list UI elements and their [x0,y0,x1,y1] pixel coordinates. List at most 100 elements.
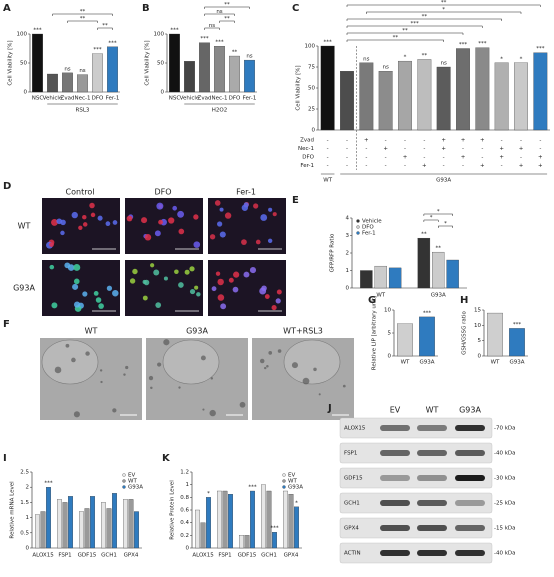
organelle [148,375,154,381]
panel-letter: G [368,295,376,306]
organelle [202,408,205,411]
protein-label: GDF15 [344,476,363,482]
cell [249,267,257,274]
y-tick-label: 0.6 [180,508,189,514]
comparison-bracket [97,27,113,30]
y-tick-label: 0.5 [20,530,29,536]
cell [97,215,103,221]
panel-letter: F [3,319,10,330]
y-tick-label: 5 [388,331,392,337]
band [455,525,485,531]
condition-sign: - [443,163,445,169]
y-axis-label: Relative LIP [arbitrary unit] [372,296,378,370]
x-tick-label: GDF15 [78,553,97,559]
blot-strip [339,417,493,439]
organelle [54,366,62,374]
condition-sign: - [539,146,541,152]
y-axis-label: Relative Protein Level [170,480,176,540]
condition-sign: - [423,146,425,152]
significance: *** [478,41,487,47]
bar [432,251,445,289]
band [417,475,447,481]
significance: ** [422,53,428,59]
condition-sign: - [385,138,387,144]
condition-sign: - [501,163,503,169]
organelle [123,373,126,376]
bar [533,52,548,131]
significance: * [207,491,210,497]
y-axis-label: Cell Viability [%] [8,40,14,85]
cell [72,283,79,290]
bar [436,66,451,131]
blot-strip [339,517,493,539]
cell [51,302,58,309]
size-label: -40 kDa [494,551,516,557]
condition-sign: - [346,155,348,161]
x-tick-label: Zvad [61,96,75,102]
y-tick-label: 2 [26,485,30,491]
y-tick-label: 1.5 [20,500,29,506]
bar [250,490,255,549]
bar [261,484,266,549]
nucleus [41,339,99,385]
bar [514,62,528,131]
nucleus [162,339,220,385]
bar [340,71,354,131]
y-tick-label: 3 [346,233,350,239]
comparison-label: ** [102,23,108,29]
cell [189,266,195,272]
significance: ns [79,68,85,74]
significance: *** [170,28,179,34]
protein-label: FSP1 [344,451,357,457]
cell [228,277,234,283]
band [380,450,410,456]
bar [195,509,200,549]
panel-letter: E [292,195,299,206]
cell [184,269,190,275]
y-tick-label: 2 [346,251,350,257]
lane-label: WT [426,406,439,415]
bar [57,499,62,549]
cell [219,231,226,238]
bar [283,490,288,549]
bar [112,493,117,549]
group-label: G93A [436,178,451,184]
bar [288,494,294,549]
comparison-label: * [444,221,447,227]
legend-marker [122,479,126,483]
cell [189,288,196,295]
cell [73,264,81,271]
organelle [100,380,103,384]
column-header: WT+RSL3 [283,327,323,336]
cell [132,268,138,275]
band [380,475,410,481]
organelle [266,365,269,368]
bar [359,62,374,131]
legend-marker [282,485,286,489]
lane-label: EV [390,406,401,415]
cell [224,212,232,219]
significance: ** [232,50,238,56]
y-tick-label: 100 [305,44,316,50]
cell [217,278,224,286]
size-label: -15 kDa [494,526,516,532]
group-label: H2O2 [212,108,227,114]
organelle [302,377,310,385]
cell [49,242,54,247]
bar [397,323,413,357]
x-tick-label: WT [491,360,500,366]
y-tick-label: 1 [186,482,190,488]
cell [172,205,178,211]
organelle [71,357,76,363]
x-tick-label: G93A [509,360,524,366]
y-tick-label: 50 [20,61,27,67]
comparison-bracket [204,6,250,9]
comparison-label: ** [224,16,230,22]
x-tick-label: DFO [229,96,241,102]
bar [77,74,88,93]
x-tick-label: ALOX15 [32,553,54,559]
bar [62,502,68,549]
band [455,500,485,506]
comparison-bracket [346,18,502,21]
significance: * [404,55,407,61]
